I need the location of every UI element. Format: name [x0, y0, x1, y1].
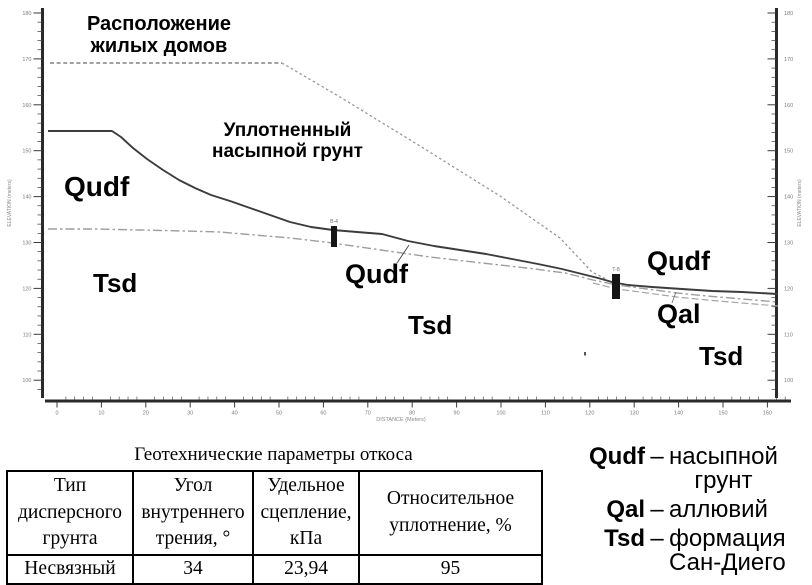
svg-text:110: 110 [541, 411, 550, 417]
left-axis-title: ELEVATION (meters) [7, 179, 13, 227]
qudf-leader-line [396, 244, 410, 264]
col-header-soil-type: Тип дисперсного грунта [6, 470, 134, 556]
svg-text:120: 120 [22, 286, 31, 292]
cross-section: 180 170 160 150 140 130 120 110 100 ELEVATION (m… [7, 8, 803, 423]
params-data-row: Несвязный 34 23,94 95 [6, 553, 543, 585]
legend-definition: формация Сан-Диего [669, 525, 786, 576]
tsd-middle-label: Tsd [408, 310, 453, 340]
svg-text:160: 160 [784, 103, 793, 109]
svg-text:110: 110 [23, 332, 32, 338]
legend-definition: насыпной грунт [669, 443, 778, 494]
qudf-left-label: Qudf [64, 171, 130, 202]
col-header-cohesion: Удельное сцепление, кПа [252, 470, 360, 556]
cell-soil-type: Несвязный [6, 553, 134, 585]
svg-text:60: 60 [320, 411, 326, 417]
legend-entry-qal: Qal – аллювий [563, 498, 811, 522]
svg-text:100: 100 [784, 378, 793, 384]
borehole-label-2: T-8 [612, 267, 619, 273]
svg-text:70: 70 [365, 411, 371, 417]
svg-text:140: 140 [22, 195, 31, 201]
legend-dash: – [650, 496, 664, 523]
legend-dash: – [650, 525, 664, 552]
svg-text:130: 130 [22, 241, 31, 247]
svg-text:40: 40 [232, 411, 238, 417]
col-header-compaction: Относительное уплотнение, % [358, 470, 543, 556]
left-elevation-axis: 180 170 160 150 140 130 120 110 100 ELEVATION (m… [7, 8, 44, 398]
svg-text:100: 100 [22, 378, 31, 384]
svg-text:110: 110 [784, 332, 793, 338]
qudf-middle-label: Qudf [345, 259, 408, 289]
svg-text:50: 50 [276, 411, 282, 417]
compacted-fill-label: Уплотненный насыпной грунт [212, 120, 363, 162]
distance-axis: 0 10 20 30 40 50 60 70 80 90 100 110 120 130 140 150 160… [45, 396, 791, 423]
legend-entry-tsd: Tsd – формация Сан-Диего [563, 527, 811, 575]
svg-text:160: 160 [22, 103, 31, 109]
qudf-right-label: Qudf [647, 246, 710, 276]
col-header-friction-angle: Угол внутреннего трения, ° [132, 470, 254, 556]
svg-text:140: 140 [674, 411, 683, 417]
fill-base-line [48, 228, 779, 303]
svg-text:170: 170 [22, 57, 31, 63]
legend-term: Tsd [604, 525, 645, 552]
svg-text:0: 0 [55, 411, 58, 417]
svg-text:140: 140 [784, 195, 793, 201]
svg-text:160: 160 [763, 411, 772, 417]
residences-slope-line [281, 62, 607, 280]
right-axis-title: ELEVATION (meters) [797, 179, 803, 227]
distance-axis-title: DISTANCE (Meters) [376, 417, 426, 423]
residences-label: Расположение жилых домов [86, 13, 232, 57]
legend-term: Qal [606, 496, 645, 523]
cell-friction-angle: 34 [132, 553, 254, 585]
svg-text:170: 170 [784, 57, 793, 63]
cell-compaction: 95 [358, 553, 543, 585]
qal-right-label: Qal [657, 299, 701, 329]
qal-leader-line [671, 291, 677, 304]
legend-dash: – [650, 443, 664, 470]
borehole-label-1: B-4 [330, 219, 338, 225]
params-header-row: Тип дисперсного грунта Угол внутреннего … [6, 470, 543, 556]
svg-text:10: 10 [98, 411, 104, 417]
borehole-marker-2 [612, 274, 620, 299]
svg-text:180: 180 [784, 11, 793, 17]
svg-text:150: 150 [22, 149, 31, 155]
svg-text:80: 80 [409, 411, 415, 417]
parameters-section: Геотехнические параметры откоса Тип дисп… [6, 444, 543, 585]
tsd-right-label: Tsd [699, 341, 744, 371]
svg-text:120: 120 [585, 411, 594, 417]
svg-text:150: 150 [718, 411, 727, 417]
right-elevation-axis: 180 170 160 150 140 130 120 110 100 ELEVATION (m… [767, 8, 803, 398]
legend-definition: аллювий [669, 496, 768, 523]
borehole-marker-1 [331, 226, 337, 247]
legend-term: Qudf [589, 443, 645, 470]
ground-surface-line [48, 130, 779, 295]
svg-text:130: 130 [630, 411, 639, 417]
svg-text:130: 130 [784, 241, 793, 247]
svg-text:20: 20 [143, 411, 149, 417]
cell-cohesion: 23,94 [252, 553, 360, 585]
params-table: Тип дисперсного грунта Угол внутреннего … [6, 470, 543, 585]
svg-text:100: 100 [496, 411, 505, 417]
tsd-left-label: Tsd [93, 268, 138, 298]
svg-text:120: 120 [784, 286, 793, 292]
svg-text:150: 150 [784, 149, 793, 155]
svg-text:90: 90 [454, 411, 460, 417]
params-table-title: Геотехнические параметры откоса [134, 444, 413, 465]
svg-text:180: 180 [22, 11, 31, 17]
svg-text:30: 30 [187, 411, 193, 417]
legend-entry-qudf: Qudf – насыпной грунт [563, 445, 811, 493]
legend: Qudf – насыпной грунт Qal – аллювий Tsd … [563, 445, 811, 580]
tiny-mark [584, 352, 586, 356]
